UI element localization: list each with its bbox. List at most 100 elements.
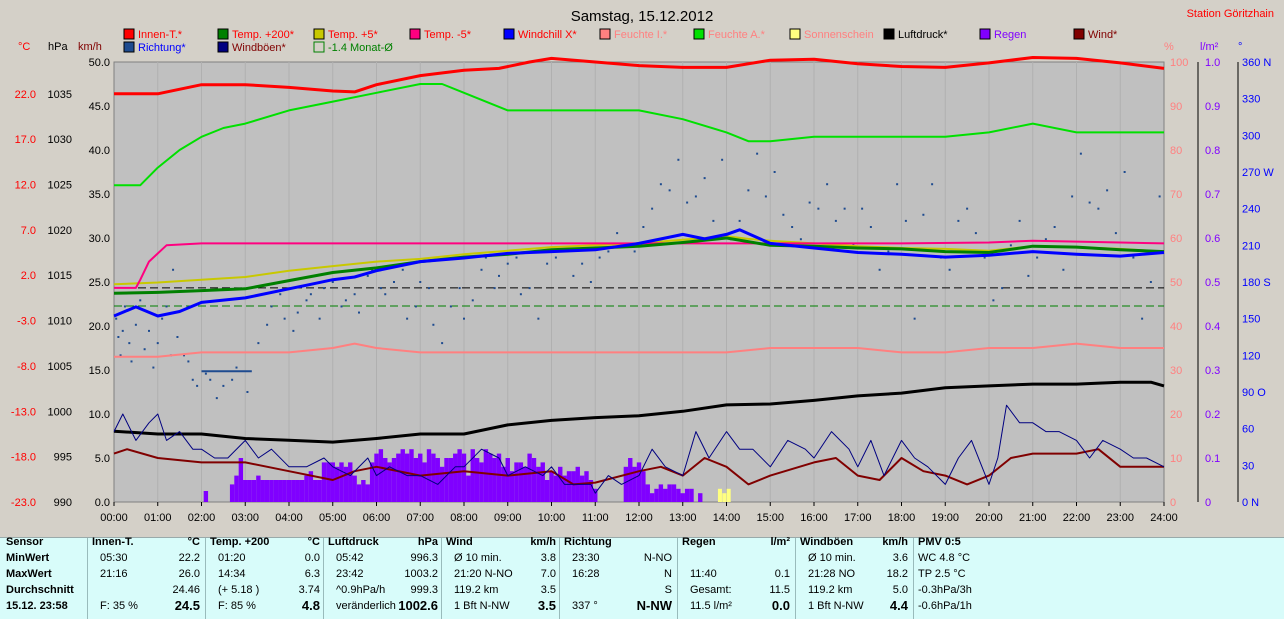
humidity-tick-label: 70: [1170, 189, 1182, 201]
direction-point: [266, 323, 269, 326]
temp-tick-label: 22.0: [15, 89, 36, 101]
rain-bar: [689, 488, 694, 502]
pressure-tick-label: 995: [54, 452, 72, 464]
rain-bar: [649, 493, 655, 502]
direction-point: [843, 207, 846, 210]
x-tick-label: 12:00: [625, 512, 653, 524]
direction-point: [782, 213, 785, 216]
stats-cell: 11.5: [769, 584, 790, 596]
x-tick-label: 23:00: [1106, 512, 1134, 524]
legend-label: Temp. +200*: [232, 29, 295, 41]
stats-cell: 21:20 N-NO: [454, 568, 513, 580]
stats-cell: Windböen: [800, 536, 854, 548]
direction-point: [458, 287, 461, 290]
stats-cell: 05:42: [336, 552, 364, 564]
rain-bar: [203, 491, 209, 502]
direction-point: [419, 281, 422, 283]
direction-point: [331, 281, 334, 283]
stats-cell: 05:30: [100, 552, 128, 564]
rain-unit-label: l/m²: [1200, 41, 1219, 53]
legend-swatch: [599, 28, 611, 40]
stats-cell: Gesamt:: [690, 584, 732, 596]
direction-point: [309, 293, 312, 296]
direction-point: [633, 250, 636, 253]
rain-bar: [453, 453, 458, 502]
direction-point: [283, 317, 286, 320]
rain-bar: [461, 453, 467, 502]
legend-swatch: [123, 28, 135, 40]
rain-bar: [348, 462, 353, 502]
stats-cell: 4.8: [301, 598, 320, 613]
direction-point: [817, 207, 820, 210]
direction-point: [123, 305, 126, 308]
rain-bar: [444, 458, 449, 502]
stats-column-richtung: Richtung 23:30 N-NO 16:28 N S 337 ° N-NW: [564, 536, 672, 619]
direction-tick-label: 60: [1242, 424, 1254, 436]
axes: 22.0 17.0 12.0 7.0 2.0 -3.0 -8.0 -13.0 -18.0 -23.…: [11, 57, 1274, 524]
stats-cell: 7.0: [540, 568, 556, 580]
legend-label: Feuchte I.*: [614, 29, 668, 41]
direction-point: [165, 305, 168, 308]
stats-cell: veränderlich: [336, 600, 396, 612]
legend-swatch: [1073, 28, 1085, 40]
direction-tick-label: 90 O: [1242, 387, 1266, 399]
direction-point: [128, 342, 131, 345]
rain-bar: [304, 475, 309, 502]
direction-point: [414, 305, 417, 308]
pressure-tick-label: 990: [54, 497, 72, 509]
pressure-tick-label: 1015: [48, 270, 72, 282]
rain-bar: [531, 458, 537, 502]
direction-point: [738, 219, 741, 222]
direction-point: [519, 293, 522, 296]
direction-point: [498, 274, 500, 277]
direction-point: [869, 226, 872, 228]
humidity-tick-label: 80: [1170, 145, 1182, 157]
direction-point: [484, 256, 487, 259]
direction-point: [471, 299, 474, 302]
direction-tick-label: 210: [1242, 240, 1260, 252]
direction-point: [1123, 171, 1126, 173]
direction-point: [966, 207, 969, 210]
humidity-tick-label: 0: [1170, 497, 1176, 509]
direction-point: [1053, 226, 1056, 228]
x-tick-label: 03:00: [231, 512, 259, 524]
direction-point: [209, 378, 212, 381]
x-tick-label: 21:00: [1019, 512, 1047, 524]
legend-label: Feuchte A.*: [708, 29, 766, 41]
stats-cell: 18.2: [886, 568, 908, 580]
legend-swatch: [313, 41, 325, 53]
direction-point: [344, 299, 347, 302]
stats-cell: 1002.6: [398, 598, 438, 613]
stats-cell: 1003.2: [404, 568, 438, 580]
wind-tick-label: 40.0: [89, 145, 110, 157]
stats-separator: [323, 538, 324, 619]
direction-point: [659, 183, 662, 186]
direction-point: [1079, 152, 1082, 155]
rain-bar: [474, 458, 480, 502]
rain-bar: [523, 466, 528, 502]
rain-bar: [470, 449, 475, 502]
direction-point: [143, 348, 146, 351]
direction-tick-label: 240: [1242, 204, 1260, 216]
pressure-tick-label: 1005: [48, 361, 72, 373]
direction-point: [393, 281, 395, 283]
stats-cell: PMV 0:5: [918, 536, 961, 548]
direction-tick-label: 180 S: [1242, 277, 1271, 289]
temp-tick-label: -13.0: [11, 406, 36, 418]
stats-cell: °C: [187, 536, 200, 548]
direction-point: [686, 201, 689, 204]
rain-bar: [286, 480, 292, 502]
temp-tick-label: 12.0: [15, 179, 36, 191]
direction-point: [1114, 232, 1117, 235]
series-luftdruck-line: [113, 380, 1165, 444]
stats-cell: 24.5: [174, 598, 200, 613]
direction-point: [677, 158, 680, 161]
rain-bar: [361, 480, 366, 502]
stats-cell: F: 85 %: [218, 600, 256, 612]
pressure-tick-label: 1030: [48, 134, 72, 146]
pressure-tick-label: 1035: [48, 89, 72, 101]
stats-cell: Durchschnitt: [6, 584, 74, 596]
direction-point: [379, 287, 382, 290]
direction-point: [581, 262, 584, 265]
direction-point: [235, 366, 238, 369]
